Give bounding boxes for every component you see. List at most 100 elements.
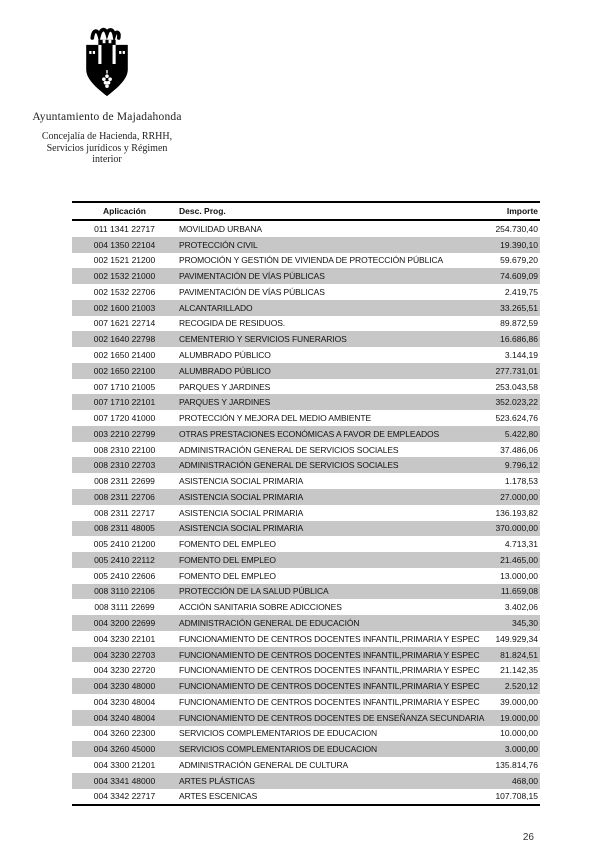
cell-importe: 253.043,58 <box>495 381 538 392</box>
department-line-1: Concejalía de Hacienda, RRHH, <box>41 131 173 142</box>
cell-desc: FUNCIONAMIENTO DE CENTROS DOCENTES DE EN… <box>179 712 485 723</box>
cell-desc: PROTECCIÓN Y MEJORA DEL MEDIO AMBIENTE <box>179 413 372 424</box>
cell-desc: PROTECCIÓN CIVIL <box>179 239 258 250</box>
cell-desc: ARTES ESCENICAS <box>179 791 258 802</box>
cell-aplicacion: 004 3260 22300 <box>93 728 156 739</box>
table-row: 004 3230 22720 FUNCIONAMIENTO DE CENTROS … <box>72 662 540 678</box>
table-row: 002 1650 21400 ALUMBRADO PÚBLICO 3.144,19 <box>72 347 540 363</box>
column-header-aplicacion: Aplicación <box>103 206 146 216</box>
table-row: 005 2410 21200 FOMENTO DEL EMPLEO 4.713,31 <box>72 536 540 552</box>
table-row: 002 1600 21003 ALCANTARILLADO 33.265,51 <box>72 299 540 316</box>
cell-desc: FUNCIONAMIENTO DE CENTROS DOCENTES INFAN… <box>179 665 480 676</box>
table-row: 004 3300 21201 ADMINISTRACIÓN GENERAL DE … <box>72 757 540 773</box>
cell-desc: CEMENTERIO Y SERVICIOS FUNERARIOS <box>179 334 347 345</box>
cell-desc: FUNCIONAMIENTO DE CENTROS DOCENTES INFAN… <box>179 649 480 660</box>
cell-desc: ASISTENCIA SOCIAL PRIMARIA <box>179 476 304 487</box>
cell-desc: ALCANTARILLADO <box>179 302 253 313</box>
cell-desc: PAVIMENTACIÓN DE VÍAS PÚBLICAS <box>179 286 325 297</box>
table-row: 004 3341 48000 ARTES PLÁSTICAS 468,00 <box>72 772 540 789</box>
cell-aplicacion: 007 1720 41000 <box>93 413 156 424</box>
cell-aplicacion: 008 3110 22106 <box>94 586 155 597</box>
table-row: 004 3260 45000 SERVICIOS COMPLEMENTARIOS … <box>72 741 540 758</box>
table-row: 008 2311 48005 ASISTENCIA SOCIAL PRIMARIA… <box>72 520 540 537</box>
cell-importe: 3.402,06 <box>504 602 538 613</box>
table-row: 004 3342 22717 ARTES ESCENICAS 107.708,15 <box>72 789 540 806</box>
cell-importe: 107.708,15 <box>495 791 538 802</box>
cell-aplicacion: 008 2311 22706 <box>94 491 155 502</box>
cell-importe: 19.000,00 <box>500 712 538 723</box>
cell-desc: FUNCIONAMIENTO DE CENTROS DOCENTES INFAN… <box>179 633 480 644</box>
cell-importe: 16.686,86 <box>500 334 538 345</box>
table-row: 002 1532 22706 PAVIMENTACIÓN DE VÍAS PÚBL… <box>72 284 540 300</box>
cell-aplicacion: 004 3300 21201 <box>93 759 156 770</box>
coat-of-arms-logo <box>86 27 128 97</box>
table-body: 011 1341 22717 MOVILIDAD URBANA 254.730,40… <box>72 220 540 805</box>
table-row: 008 2310 22703 ADMINISTRACIÓN GENERAL DE … <box>72 457 540 474</box>
cell-desc: RECOGIDA DE RESIDUOS. <box>179 318 286 329</box>
cell-importe: 345,30 <box>512 618 538 629</box>
cell-importe: 74.609,09 <box>500 271 538 282</box>
cell-desc: MOVILIDAD URBANA <box>179 223 262 234</box>
table-row: 007 1720 41000 PROTECCIÓN Y MEJORA DEL ME… <box>72 410 540 426</box>
budget-table: Aplicación Desc. Prog. Importe 011 1341 … <box>72 201 540 807</box>
cell-desc: ASISTENCIA SOCIAL PRIMARIA <box>179 507 304 518</box>
cell-aplicacion: 008 2310 22100 <box>93 444 156 455</box>
cell-importe: 468,00 <box>512 775 538 786</box>
cell-desc: PARQUES Y JARDINES <box>179 397 271 408</box>
table-row: 008 2311 22699 ASISTENCIA SOCIAL PRIMARIA… <box>72 473 540 489</box>
cell-importe: 3.144,19 <box>504 350 538 360</box>
table-row: 004 3200 22699 ADMINISTRACIÓN GENERAL DE … <box>72 615 540 631</box>
cell-aplicacion: 007 1710 21005 <box>93 381 156 392</box>
cell-desc: FUNCIONAMIENTO DE CENTROS DOCENTES INFAN… <box>179 696 480 707</box>
cell-importe: 3.000,00 <box>504 744 538 755</box>
cell-desc: ADMINISTRACIÓN GENERAL DE CULTURA <box>179 759 349 770</box>
cell-desc: ALUMBRADO PÚBLICO <box>179 365 271 376</box>
cell-importe: 27.000,00 <box>500 491 538 502</box>
cell-aplicacion: 004 3230 22703 <box>93 649 156 660</box>
cell-aplicacion: 004 3230 48004 <box>93 696 156 707</box>
cell-aplicacion: 004 1350 22104 <box>93 239 156 250</box>
cell-aplicacion: 002 1650 21400 <box>93 350 156 360</box>
cell-aplicacion: 002 1532 21000 <box>93 271 156 282</box>
table-row: 008 3110 22106 PROTECCIÓN DE LA SALUD PÚB… <box>72 583 540 600</box>
cell-aplicacion: 004 3230 48000 <box>93 681 156 692</box>
cell-aplicacion: 008 2311 22699 <box>94 476 155 487</box>
cell-desc: ASISTENCIA SOCIAL PRIMARIA <box>179 523 304 534</box>
organization-name: Ayuntamiento de Majadahonda <box>32 111 182 123</box>
cell-aplicacion: 008 2311 48005 <box>94 523 155 534</box>
table-row: 008 3111 22699 ACCIÓN SANITARIA SOBRE ADI… <box>72 599 540 615</box>
cell-aplicacion: 004 3200 22699 <box>93 618 156 629</box>
department-title: Concejalía de Hacienda, RRHH, Servicios … <box>18 131 196 166</box>
cell-importe: 136.193,82 <box>495 507 538 518</box>
cell-desc: SERVICIOS COMPLEMENTARIOS DE EDUCACION <box>179 744 378 755</box>
table-row: 004 3230 22101 FUNCIONAMIENTO DE CENTROS … <box>72 631 540 647</box>
cell-aplicacion: 004 3260 45000 <box>93 744 156 755</box>
cell-importe: 352.023,22 <box>495 397 538 408</box>
cell-desc: PARQUES Y JARDINES <box>179 381 271 392</box>
cell-importe: 11.659,08 <box>500 586 538 597</box>
cell-importe: 33.265,51 <box>500 302 538 313</box>
cell-importe: 21.142,35 <box>500 665 538 676</box>
cell-importe: 37.486,06 <box>500 444 538 455</box>
cell-importe: 135.814,76 <box>495 759 538 770</box>
cell-importe: 81.824,51 <box>500 649 538 660</box>
table-row: 004 3240 48004 FUNCIONAMIENTO DE CENTROS … <box>72 709 540 726</box>
table-row: 004 3230 22703 FUNCIONAMIENTO DE CENTROS … <box>72 646 540 663</box>
cell-desc: FOMENTO DEL EMPLEO <box>179 539 276 550</box>
table-row: 007 1710 22101 PARQUES Y JARDINES 352.023,… <box>72 394 540 411</box>
table-row: 002 1650 22100 ALUMBRADO PÚBLICO 277.731,0… <box>72 362 540 379</box>
cell-desc: ALUMBRADO PÚBLICO <box>179 350 271 360</box>
table-row: 003 2210 22799 OTRAS PRESTACIONES ECONÓMI… <box>72 425 540 442</box>
cell-importe: 13.000,00 <box>500 570 538 581</box>
cell-importe: 89.872,59 <box>500 318 538 329</box>
cell-desc: PROTECCIÓN DE LA SALUD PÚBLICA <box>179 586 329 597</box>
cell-aplicacion: 005 2410 21200 <box>93 539 156 550</box>
cell-aplicacion: 008 3111 22699 <box>94 602 155 613</box>
table-row: 008 2311 22706 ASISTENCIA SOCIAL PRIMARIA… <box>72 489 540 505</box>
cell-importe: 21.465,00 <box>500 554 538 565</box>
cell-importe: 2.520,12 <box>504 681 538 692</box>
cell-aplicacion: 002 1650 22100 <box>93 365 156 376</box>
table-row: 004 3230 48004 FUNCIONAMIENTO DE CENTROS … <box>72 694 540 710</box>
cell-aplicacion: 002 1640 22798 <box>93 334 156 345</box>
